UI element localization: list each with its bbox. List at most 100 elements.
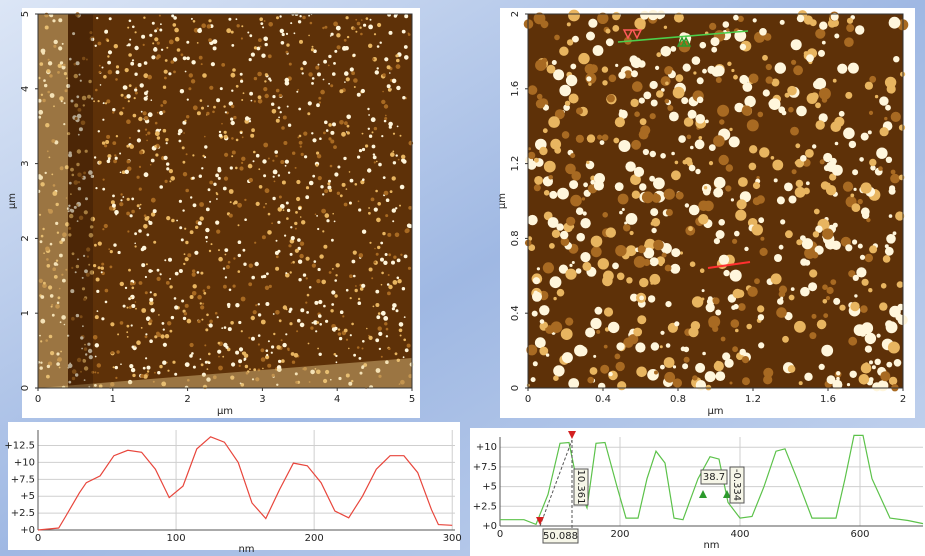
grain bbox=[124, 68, 129, 73]
grain bbox=[396, 358, 400, 362]
grain bbox=[61, 237, 65, 242]
grain bbox=[536, 267, 541, 271]
grain bbox=[191, 291, 197, 296]
grain bbox=[765, 76, 773, 84]
grain bbox=[859, 254, 866, 260]
grain bbox=[619, 109, 623, 113]
grain bbox=[763, 367, 774, 378]
grain bbox=[695, 114, 705, 124]
grain bbox=[154, 371, 156, 374]
grain bbox=[705, 303, 715, 313]
grain bbox=[132, 373, 136, 378]
grain bbox=[812, 231, 820, 238]
grain bbox=[74, 103, 79, 108]
grain bbox=[356, 346, 360, 349]
grain bbox=[770, 156, 775, 160]
grain bbox=[605, 227, 616, 238]
grain bbox=[375, 289, 380, 294]
grain bbox=[633, 166, 645, 177]
grain bbox=[565, 268, 577, 280]
grain bbox=[104, 30, 108, 34]
grain bbox=[600, 364, 610, 374]
grain bbox=[106, 134, 111, 139]
grain bbox=[217, 349, 222, 354]
grain bbox=[134, 91, 138, 95]
grain bbox=[358, 149, 363, 153]
grain bbox=[133, 97, 136, 100]
grain bbox=[843, 127, 855, 140]
grain bbox=[365, 17, 369, 20]
grain bbox=[289, 252, 293, 256]
grain bbox=[190, 196, 193, 199]
grain bbox=[216, 316, 219, 319]
grain bbox=[179, 226, 183, 230]
grain bbox=[69, 57, 72, 61]
grain bbox=[217, 168, 222, 173]
grain bbox=[46, 150, 49, 153]
grain bbox=[252, 160, 255, 163]
grain bbox=[218, 256, 223, 262]
y-tick-label: 1.6 bbox=[510, 81, 521, 97]
grain bbox=[53, 262, 58, 266]
grain bbox=[586, 134, 596, 143]
grain bbox=[61, 42, 64, 45]
grain bbox=[128, 19, 132, 23]
grain bbox=[384, 253, 388, 256]
grain bbox=[615, 245, 627, 257]
grain bbox=[200, 271, 204, 275]
grain bbox=[134, 242, 136, 245]
grain bbox=[360, 180, 365, 185]
grain bbox=[164, 59, 168, 62]
grain bbox=[328, 179, 331, 183]
grain bbox=[741, 356, 750, 364]
grain bbox=[788, 106, 794, 113]
grain bbox=[281, 32, 285, 37]
grain bbox=[126, 144, 130, 148]
grain bbox=[656, 256, 666, 265]
grain bbox=[111, 203, 116, 208]
grain bbox=[128, 268, 131, 272]
grain bbox=[299, 145, 302, 148]
grain bbox=[813, 208, 820, 215]
grain bbox=[845, 244, 853, 252]
grain bbox=[174, 27, 179, 33]
grain bbox=[780, 219, 786, 225]
grain bbox=[787, 85, 797, 96]
grain bbox=[825, 239, 836, 250]
grain bbox=[887, 79, 895, 88]
grain bbox=[791, 59, 797, 65]
grain bbox=[164, 179, 168, 183]
grain bbox=[68, 226, 72, 230]
grain bbox=[654, 370, 658, 375]
grain bbox=[115, 65, 120, 69]
grain bbox=[328, 54, 332, 59]
grain bbox=[201, 23, 206, 29]
grain bbox=[310, 369, 315, 375]
grain bbox=[311, 322, 314, 324]
grain bbox=[715, 360, 720, 365]
grain bbox=[388, 253, 392, 257]
grain bbox=[638, 129, 649, 140]
x-tick-label: 1 bbox=[110, 394, 116, 405]
grain bbox=[87, 348, 93, 354]
grain bbox=[317, 176, 322, 181]
grain bbox=[343, 38, 347, 42]
grain bbox=[625, 245, 637, 257]
grain bbox=[202, 302, 205, 305]
grain bbox=[718, 219, 725, 226]
grain bbox=[145, 133, 148, 136]
grain bbox=[102, 178, 105, 181]
grain bbox=[284, 159, 289, 164]
grain bbox=[790, 126, 799, 136]
grain bbox=[56, 301, 60, 305]
grain bbox=[661, 252, 667, 258]
grain bbox=[96, 289, 100, 293]
grain bbox=[61, 65, 66, 70]
grain bbox=[684, 203, 690, 208]
grain bbox=[746, 323, 752, 330]
grain bbox=[371, 144, 376, 149]
grain bbox=[159, 273, 162, 276]
cursor-marker bbox=[699, 490, 731, 498]
grain bbox=[132, 113, 137, 118]
